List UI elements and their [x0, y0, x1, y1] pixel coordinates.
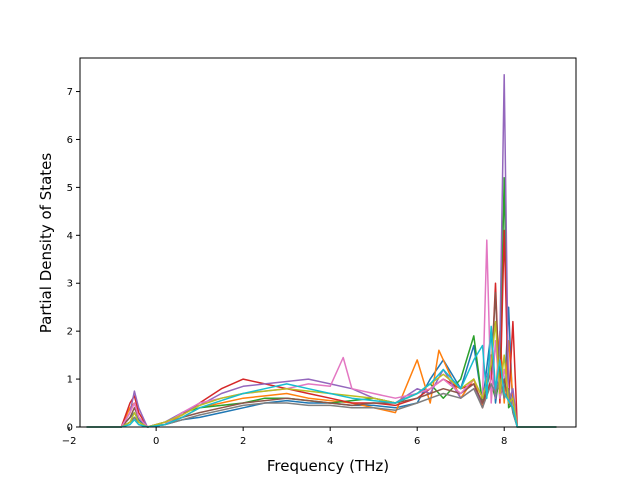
y-axis-label: Partial Density of States — [37, 153, 55, 334]
x-axis-label: Frequency (THz) — [267, 457, 389, 475]
series-line-10 — [86, 325, 557, 428]
x-tick-label: 0 — [153, 436, 159, 447]
x-tick-label: 2 — [240, 436, 246, 447]
y-tick-label: 2 — [67, 327, 73, 338]
x-tick-label: 6 — [414, 436, 420, 447]
x-tick-label: 8 — [501, 436, 507, 447]
y-tick-label: 3 — [67, 279, 73, 290]
y-tick-label: 1 — [67, 375, 73, 386]
x-tick-label: −2 — [62, 436, 77, 447]
series-line-9 — [86, 320, 557, 428]
y-tick-label: 0 — [67, 423, 73, 434]
y-axis-ticks: 0 1 2 3 4 5 6 7 — [67, 87, 80, 434]
plot-frame — [79, 57, 577, 428]
y-tick-label: 7 — [67, 87, 73, 98]
y-tick-label: 4 — [67, 231, 73, 242]
y-tick-label: 6 — [67, 135, 73, 146]
series-layer — [86, 74, 557, 428]
x-tick-label: 4 — [327, 436, 333, 447]
x-axis-ticks: −2 0 2 4 6 8 — [62, 427, 507, 447]
y-tick-label: 5 — [67, 183, 73, 194]
